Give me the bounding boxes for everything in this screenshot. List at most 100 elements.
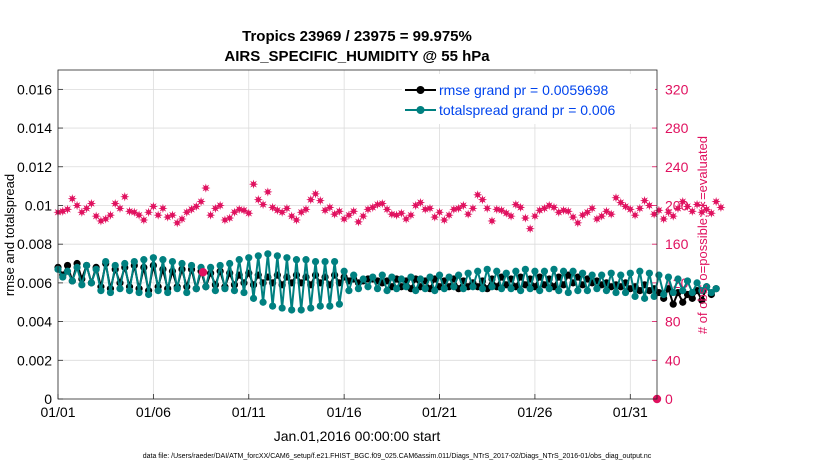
totalspread-point xyxy=(335,300,343,308)
totalspread-point xyxy=(307,304,315,312)
totalspread-point xyxy=(383,287,391,295)
totalspread-point xyxy=(459,285,467,293)
y-left-axis-ticks: 0 0.002 0.004 0.006 0.008 0.01 0.012 0.014 0.016 xyxy=(17,81,63,407)
obs-evaluated-point xyxy=(377,198,387,209)
rmse-point xyxy=(574,273,582,281)
totalspread-point xyxy=(125,287,134,295)
totalspread-point xyxy=(655,271,663,279)
totalspread-point xyxy=(469,283,477,291)
obs-evaluated-point xyxy=(711,197,721,207)
x-tick-label: 01/21 xyxy=(422,404,457,420)
obs-evaluated-point xyxy=(234,204,244,214)
totalspread-point xyxy=(140,256,148,264)
totalspread-point xyxy=(569,267,577,275)
totalspread-point xyxy=(240,288,248,297)
totalspread-point xyxy=(154,287,162,295)
obs-evaluated-point xyxy=(525,224,535,234)
obs-evaluated-point xyxy=(692,199,702,210)
totalspread-point xyxy=(87,279,95,287)
obs-evaluated-point xyxy=(706,208,716,218)
totalspread-point xyxy=(388,273,396,281)
totalspread-point xyxy=(579,269,587,277)
obs-evaluated-point xyxy=(158,203,168,213)
obs-evaluated-point xyxy=(558,205,569,215)
totalspread-point xyxy=(78,281,86,289)
obs-evaluated-point xyxy=(258,199,268,210)
totalspread-point xyxy=(63,267,72,275)
obs-evaluated-point xyxy=(201,183,211,193)
obs-evaluated-point xyxy=(105,210,116,220)
totalspread-point xyxy=(626,269,634,277)
totalspread-point xyxy=(407,273,415,281)
totalspread-point xyxy=(183,288,191,297)
totalspread-point xyxy=(378,271,386,279)
legend-box xyxy=(402,74,655,124)
totalspread-point xyxy=(354,285,363,293)
totalspread-point xyxy=(159,256,167,264)
obs-evaluated-point xyxy=(101,214,111,224)
totalspread-point xyxy=(135,288,143,297)
obs-evaluated-point xyxy=(425,203,435,213)
obs-evaluated-point xyxy=(415,197,426,208)
y-right-tick-label: 320 xyxy=(665,81,689,97)
totalspread-point xyxy=(393,285,401,293)
obs-evaluated-point xyxy=(449,204,459,214)
totalspread-point xyxy=(340,267,348,275)
obs-evaluated-point xyxy=(310,189,321,199)
y-right-tick-label: 160 xyxy=(665,236,689,252)
totalspread-point xyxy=(230,287,239,295)
obs-evaluated-point xyxy=(568,212,578,222)
totalspread-point xyxy=(278,304,286,312)
obs-evaluated-point xyxy=(144,207,154,217)
totalspread-point xyxy=(130,257,138,266)
y-left-tick-label: 0.008 xyxy=(17,236,52,252)
plot-frame xyxy=(57,69,658,400)
totalspread-point xyxy=(373,285,382,293)
obs-evaluated-point xyxy=(520,213,530,223)
y-right-tick-label: 280 xyxy=(665,120,689,136)
legend-rmse-label: rmse grand pr = 0.0059698 xyxy=(439,82,608,98)
totalspread-point xyxy=(507,285,515,293)
totalspread-point xyxy=(59,273,67,281)
obs-evaluated-point xyxy=(344,210,354,220)
totalspread-point xyxy=(345,287,353,295)
totalspread-point xyxy=(631,292,639,301)
obs-evaluated-point xyxy=(139,215,149,225)
totalspread-point xyxy=(92,265,100,273)
totalspread-point xyxy=(521,265,529,273)
totalspread-point xyxy=(536,287,544,295)
footer-data-file: data file: /Users/raeder/DAI/ATM_forcXX/… xyxy=(143,453,652,460)
obs-evaluated-point xyxy=(120,192,130,202)
obs-evaluated-point xyxy=(172,218,182,228)
totalspread-point xyxy=(674,275,682,283)
rmse-point xyxy=(536,273,544,281)
totalspread-point xyxy=(431,287,439,295)
obs-evaluated-point xyxy=(396,208,406,218)
totalspread-point xyxy=(245,254,253,262)
totalspread-point xyxy=(68,277,76,285)
obs-evaluated-point xyxy=(420,204,430,214)
obs-evaluated-point xyxy=(167,210,178,220)
obs-evaluated-point xyxy=(86,198,96,209)
obs-evaluated-point xyxy=(282,203,292,213)
totalspread-point xyxy=(273,252,281,260)
totalspread-point xyxy=(402,283,410,291)
obs-evaluated-point xyxy=(153,210,163,220)
totalspread-point xyxy=(474,267,482,275)
y-left-tick-label: 0.006 xyxy=(17,275,52,291)
obs-evaluated-point xyxy=(148,201,158,212)
totalspread-point xyxy=(292,256,301,264)
totalspread-point xyxy=(412,287,420,295)
obs-evaluated-point xyxy=(434,207,445,217)
totalspread-point xyxy=(664,273,673,281)
totalspread-point xyxy=(517,287,525,295)
obs-evaluated-point xyxy=(339,214,349,224)
totalspread-point xyxy=(269,302,277,310)
obs-evaluated-point xyxy=(506,211,516,221)
obs-evaluated-point xyxy=(659,214,669,224)
obs-evaluated-point xyxy=(516,202,526,213)
totalspread-point xyxy=(187,261,196,270)
totalspread-point xyxy=(531,267,539,275)
legend-spread-label: totalspread grand pr = 0.006 xyxy=(439,102,616,118)
